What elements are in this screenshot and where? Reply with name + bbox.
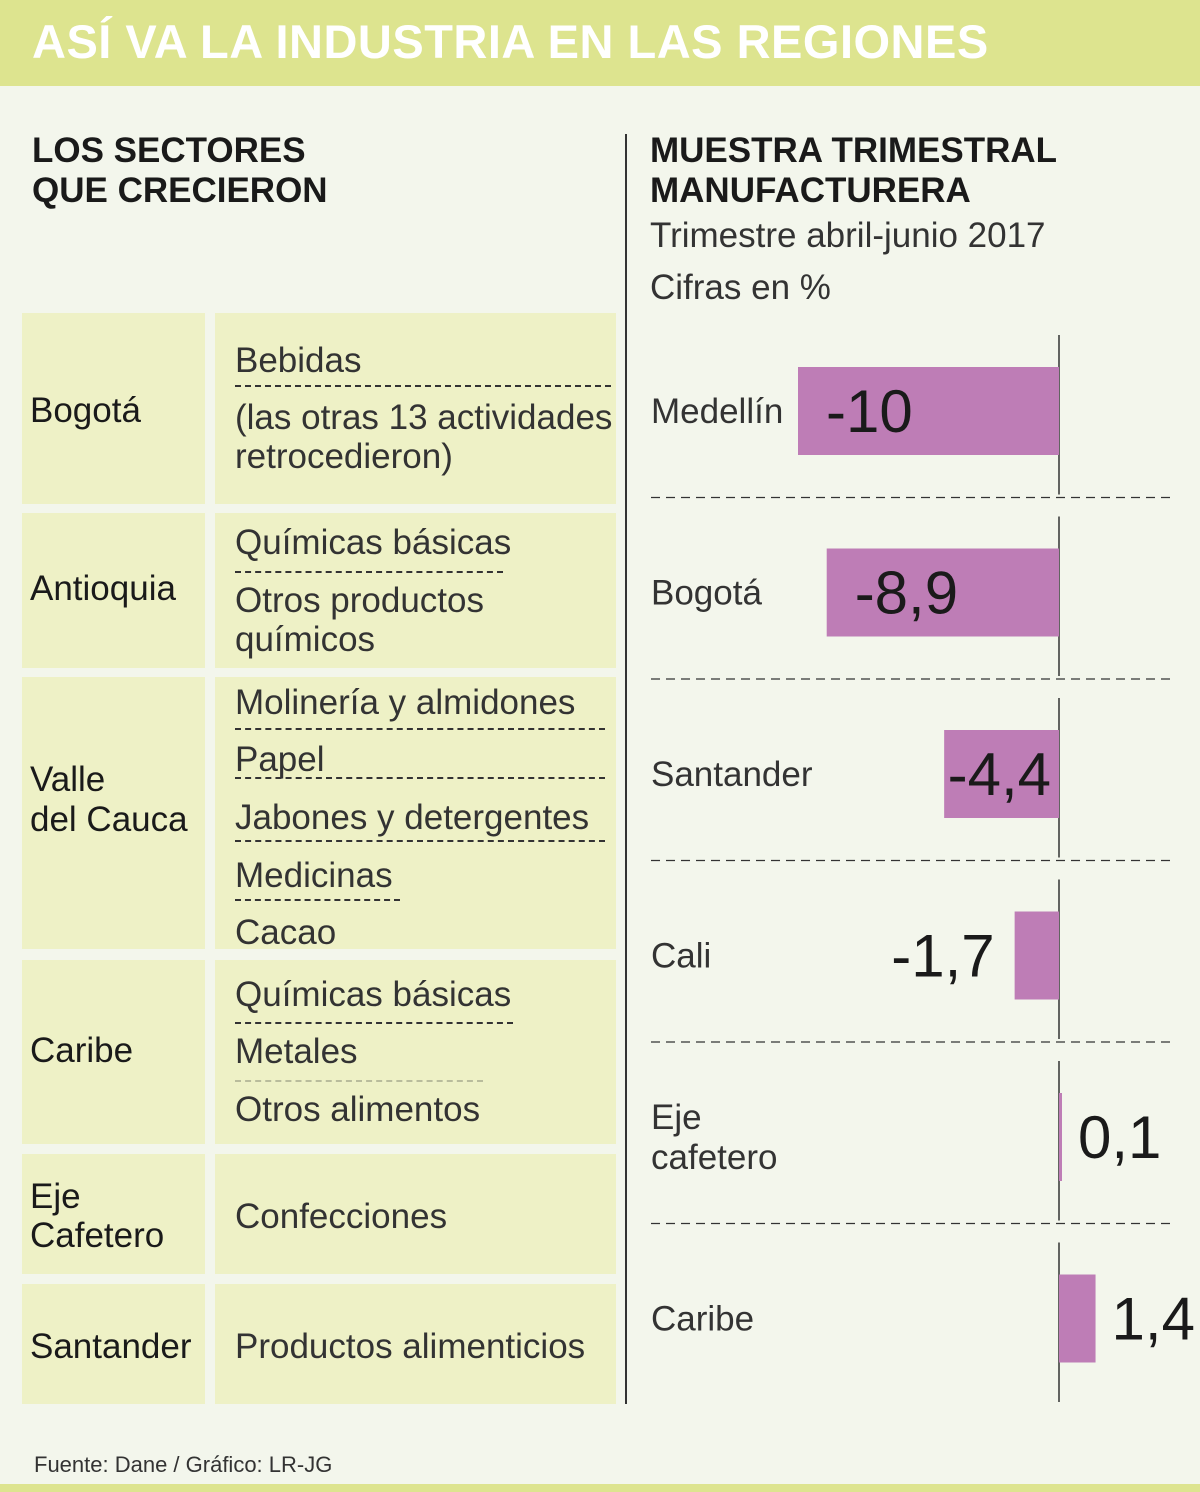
separator — [235, 777, 605, 779]
value-label: -10 — [826, 378, 913, 445]
region-name: Bogotá — [30, 391, 141, 430]
region-cell: Valle del Cauca — [22, 677, 205, 949]
region-name: Cafetero — [30, 1216, 165, 1255]
sector-row-bogota: Bogotá Bebidas (las otras 13 actividades… — [22, 313, 616, 504]
region-name: Santander — [30, 1327, 192, 1366]
region-name: Valle — [30, 760, 106, 799]
separator — [235, 728, 605, 730]
value-label: -4,4 — [948, 741, 1051, 808]
activity-item: Bebidas — [235, 341, 362, 380]
category-label: Santander — [651, 755, 813, 794]
region-name: Antioquia — [30, 569, 176, 608]
left-heading: LOS SECTORES QUE CRECIERON — [32, 131, 328, 211]
category-label: Medellín — [651, 392, 783, 431]
region-cell: Santander — [22, 1284, 205, 1404]
sector-row-eje-cafetero: Eje Cafetero Confecciones — [22, 1154, 616, 1274]
category-label: cafetero — [651, 1138, 777, 1177]
title-banner: ASÍ VA LA INDUSTRIA EN LAS REGIONES — [0, 0, 1200, 86]
activity-item: (las otras 13 actividades — [235, 398, 613, 437]
region-cell: Eje Cafetero — [22, 1154, 205, 1274]
column-divider — [625, 134, 627, 1404]
separator — [235, 1022, 513, 1024]
activity-item: Productos alimenticios — [235, 1327, 586, 1366]
right-heading-line: MUESTRA TRIMESTRAL — [650, 131, 1058, 170]
separator — [235, 571, 503, 573]
activity-item: Otros productos — [235, 581, 484, 620]
bar — [826, 548, 1059, 637]
activities-cell: Bebidas (las otras 13 actividades retroc… — [215, 313, 616, 504]
region-cell: Antioquia — [22, 513, 205, 668]
chart-period: Trimestre abril-junio 2017 — [650, 216, 1046, 255]
value-label: 1,4 — [1112, 1286, 1195, 1353]
activity-item: Químicas básicas — [235, 523, 512, 562]
bar — [1014, 911, 1059, 1000]
bottom-bar — [0, 1484, 1200, 1492]
bar — [1059, 1093, 1062, 1181]
right-heading-line: MANUFACTURERA — [650, 171, 971, 210]
region-name: Eje — [30, 1177, 81, 1216]
activity-item: químicos — [235, 620, 376, 659]
separator — [235, 840, 605, 842]
activities-cell: Productos alimenticios — [215, 1284, 616, 1404]
activity-item: Cacao — [235, 913, 337, 952]
activities-cell: Molinería y almidones Papel Jabones y de… — [215, 677, 616, 952]
activities-cell: Químicas básicas Metales Otros alimentos — [215, 960, 616, 1144]
sector-row-antioquia: Antioquia Químicas básicas Otros product… — [22, 513, 616, 668]
activity-item: Jabones y detergentes — [235, 798, 590, 837]
bar — [1059, 1274, 1096, 1363]
bar — [798, 367, 1059, 455]
region-cell: Caribe — [22, 960, 205, 1144]
region-name: Caribe — [30, 1031, 134, 1070]
activity-item: Confecciones — [235, 1197, 448, 1236]
category-label: Caribe — [651, 1300, 754, 1339]
activities-cell: Confecciones — [215, 1154, 616, 1274]
separator — [235, 899, 400, 901]
region-cell: Bogotá — [22, 313, 205, 504]
region-name: del Cauca — [30, 800, 188, 839]
activity-item: Medicinas — [235, 856, 393, 895]
page-title: ASÍ VA LA INDUSTRIA EN LAS REGIONES — [32, 15, 989, 68]
activity-item: Papel — [235, 740, 325, 779]
chart-unit: Cifras en % — [650, 268, 831, 307]
sector-row-caribe: Caribe Químicas básicas Metales Otros al… — [22, 960, 616, 1144]
left-heading-line: QUE CRECIERON — [32, 171, 328, 210]
left-heading-line: LOS SECTORES — [32, 131, 306, 170]
separator — [235, 385, 611, 387]
right-heading: MUESTRA TRIMESTRAL MANUFACTURERA — [650, 131, 1057, 211]
activity-item: Otros alimentos — [235, 1090, 481, 1129]
value-label: 0,1 — [1078, 1104, 1161, 1171]
value-label: -1,7 — [891, 923, 994, 990]
sector-row-santander: Santander Productos alimenticios — [22, 1284, 616, 1404]
activity-item: Químicas básicas — [235, 975, 512, 1014]
value-label: -8,9 — [855, 560, 958, 627]
activity-item: Molinería y almidones — [235, 683, 576, 722]
sector-row-valle: Valle del Cauca Molinería y almidones Pa… — [22, 677, 616, 952]
category-label: Bogotá — [651, 574, 762, 613]
category-label: Cali — [651, 937, 711, 976]
activity-item: Metales — [235, 1032, 358, 1071]
activities-cell: Químicas básicas Otros productos químico… — [215, 513, 616, 668]
activity-item: retrocedieron) — [235, 437, 453, 476]
source-note: Fuente: Dane / Gráfico: LR-JG — [34, 1452, 333, 1477]
bar — [944, 730, 1059, 818]
category-label: Eje — [651, 1098, 702, 1137]
separator — [235, 1080, 483, 1082]
